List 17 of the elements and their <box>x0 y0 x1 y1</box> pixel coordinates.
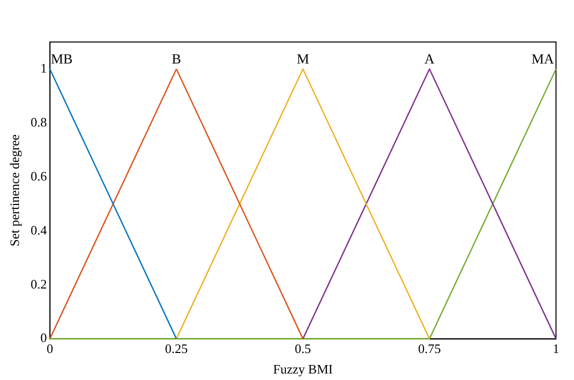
x-axis-title: Fuzzy BMI <box>273 362 333 377</box>
y-tick-label: 0 <box>40 330 47 346</box>
x-tick-label: 0.75 <box>418 341 441 356</box>
y-tick-label: 1 <box>40 60 47 76</box>
y-tick-label: 0.2 <box>30 276 47 292</box>
annotation: MB <box>50 52 73 68</box>
y-axis-title: Set pertinence degree <box>7 134 22 246</box>
x-tick-label: 0.5 <box>294 341 312 356</box>
y-tick-label: 0.4 <box>30 222 48 238</box>
x-tick-label: 0.25 <box>165 341 188 356</box>
y-tick-label: 0.8 <box>30 114 47 130</box>
annotation: A <box>424 52 436 68</box>
annotation: MA <box>531 52 555 68</box>
y-tick-label: 0.6 <box>30 168 48 184</box>
annotation: B <box>172 52 182 68</box>
annotation: M <box>296 52 310 68</box>
x-tick-label: 1 <box>552 341 560 356</box>
